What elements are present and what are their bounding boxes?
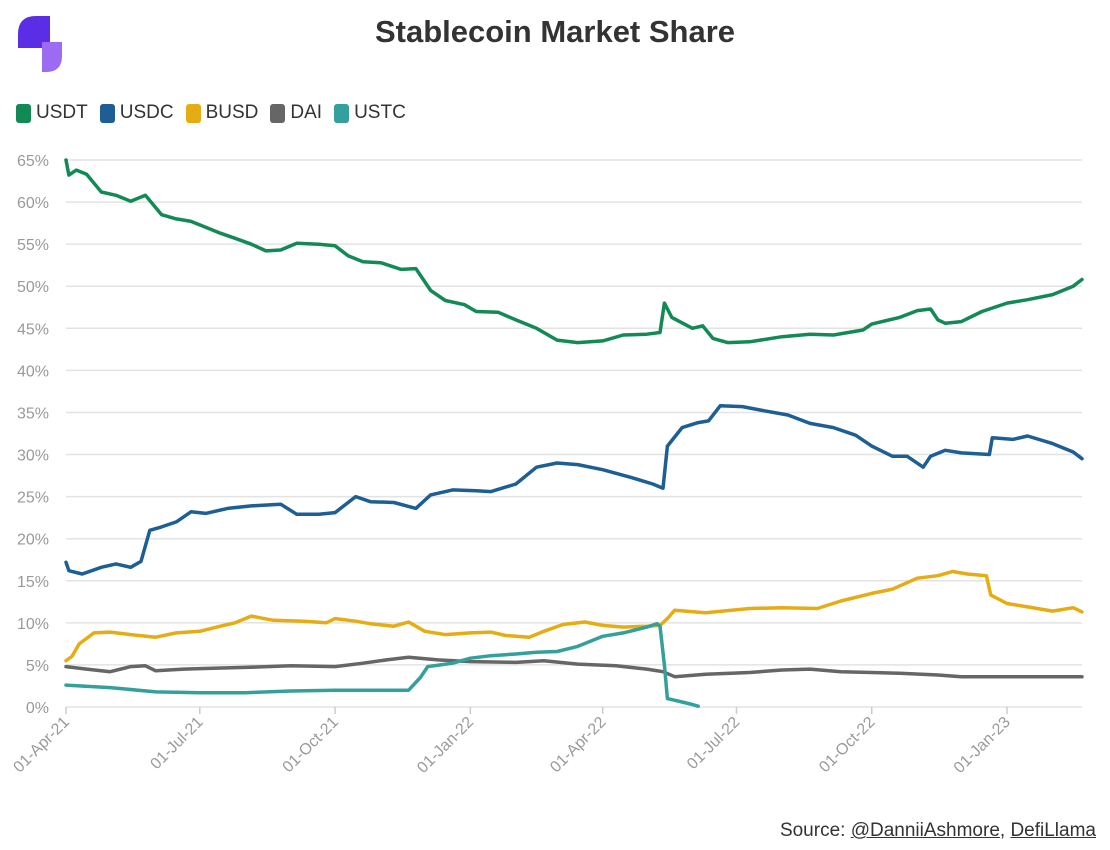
- legend-item-busd[interactable]: BUSD: [185, 102, 259, 124]
- x-tick-label: 01-Jul-21: [147, 714, 206, 773]
- y-tick-label: 55%: [17, 237, 49, 254]
- legend-label: DAI: [290, 102, 323, 123]
- legend-swatch: [99, 103, 115, 123]
- y-tick-label: 45%: [17, 321, 49, 338]
- series-line-dai: [64, 655, 1084, 679]
- y-tick-label: 60%: [17, 195, 49, 212]
- y-tick-label: 30%: [17, 448, 49, 465]
- source-credit: Source: @DanniiAshmore, DefiLlama: [780, 820, 1096, 842]
- author-link[interactable]: @DanniiAshmore: [850, 820, 1000, 841]
- x-tick-label: 01-Jan-22: [414, 714, 477, 777]
- y-tick-label: 15%: [17, 574, 49, 591]
- y-tick-label: 25%: [17, 490, 49, 507]
- legend-label: USDT: [36, 102, 88, 123]
- source-prefix: Source:: [779, 820, 851, 841]
- y-tick-label: 20%: [17, 532, 49, 549]
- legend-swatch: [185, 103, 201, 123]
- series-line-ustc: [64, 621, 700, 708]
- legend-item-dai[interactable]: DAI: [270, 102, 322, 124]
- y-tick-label: 65%: [17, 153, 49, 170]
- y-tick-label: 40%: [17, 363, 49, 380]
- series-line-usdc: [64, 403, 1084, 576]
- x-tick-label: 01-Jul-22: [684, 714, 743, 773]
- x-tick-label: 01-Oct-22: [816, 714, 878, 776]
- legend-label: USDC: [119, 102, 174, 123]
- x-tick-label: 01-Apr-21: [10, 714, 72, 776]
- x-tick-label: 01-Oct-21: [280, 714, 342, 776]
- legend-item-usdc[interactable]: USDC: [99, 102, 174, 124]
- defillama-link[interactable]: DefiLlama: [1010, 820, 1096, 841]
- chart-title: Stablecoin Market Share: [374, 14, 736, 49]
- series-line-usdt: [64, 158, 1084, 345]
- series-line-busd: [64, 569, 1084, 663]
- legend-swatch: [16, 103, 31, 123]
- brand-logo-icon: [18, 16, 62, 72]
- y-tick-label: 35%: [17, 405, 49, 422]
- legend-item-ustc[interactable]: USTC: [334, 102, 406, 124]
- legend-label: USTC: [354, 102, 406, 123]
- y-tick-label: 5%: [26, 658, 49, 675]
- x-tick-label: 01-Jan-23: [951, 714, 1014, 777]
- source-separator: ,: [999, 820, 1011, 841]
- legend-item-usdt[interactable]: USDT: [16, 102, 88, 124]
- y-tick-label: 50%: [17, 279, 49, 296]
- x-tick-label: 01-Apr-22: [547, 714, 609, 776]
- y-tick-label: 0%: [26, 700, 49, 717]
- y-tick-label: 10%: [17, 616, 49, 633]
- legend-swatch: [334, 103, 350, 123]
- legend-label: BUSD: [205, 102, 259, 123]
- chart-legend: USDT USDC BUSD DAI USTC: [16, 102, 418, 124]
- legend-swatch: [270, 103, 286, 123]
